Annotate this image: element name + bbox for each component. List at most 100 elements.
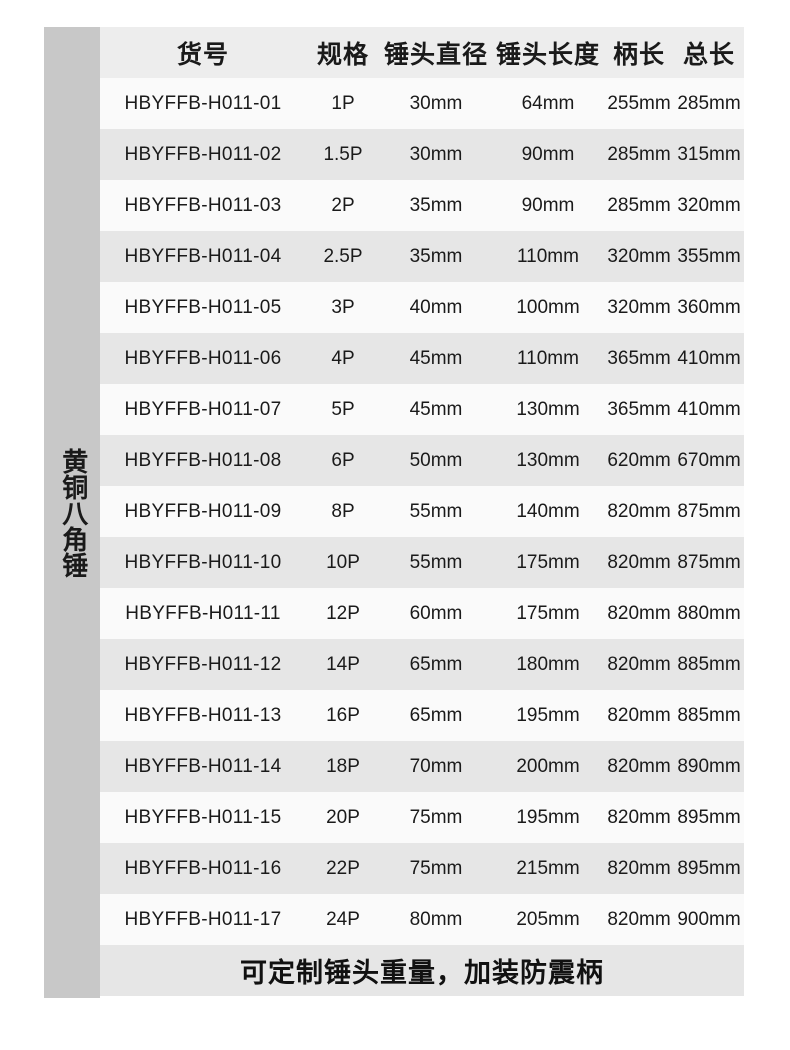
- cell-head-length: 110mm: [492, 333, 604, 384]
- cell-total-length: 880mm: [674, 588, 744, 639]
- cell-size: 10P: [306, 537, 380, 588]
- table-area: 货号 规格 锤头直径 锤头长度 柄长 总长 HBYFFB-H011-01 1P 30…: [100, 27, 744, 998]
- cell-size: 20P: [306, 792, 380, 843]
- table-row: HBYFFB-H011-14 18P 70mm 200mm 820mm 890mm: [100, 741, 744, 792]
- cell-head-diameter: 60mm: [380, 588, 492, 639]
- column-header-code: 货号: [100, 27, 306, 78]
- cell-total-length: 875mm: [674, 537, 744, 588]
- cell-head-diameter: 70mm: [380, 741, 492, 792]
- footer-note: 可定制锤头重量，加装防震柄: [100, 945, 744, 996]
- cell-product-code: HBYFFB-H011-01: [100, 78, 306, 129]
- cell-total-length: 875mm: [674, 486, 744, 537]
- cell-product-code: HBYFFB-H011-11: [100, 588, 306, 639]
- cell-size: 4P: [306, 333, 380, 384]
- cell-product-code: HBYFFB-H011-09: [100, 486, 306, 537]
- cell-head-diameter: 40mm: [380, 282, 492, 333]
- cell-size: 18P: [306, 741, 380, 792]
- cell-handle-length: 820mm: [604, 537, 674, 588]
- cell-head-diameter: 45mm: [380, 333, 492, 384]
- cell-product-code: HBYFFB-H011-05: [100, 282, 306, 333]
- cell-handle-length: 820mm: [604, 843, 674, 894]
- cell-size: 1.5P: [306, 129, 380, 180]
- cell-size: 24P: [306, 894, 380, 945]
- cell-handle-length: 820mm: [604, 588, 674, 639]
- cell-product-code: HBYFFB-H011-17: [100, 894, 306, 945]
- cell-size: 2.5P: [306, 231, 380, 282]
- cell-handle-length: 620mm: [604, 435, 674, 486]
- cell-total-length: 410mm: [674, 333, 744, 384]
- cell-handle-length: 255mm: [604, 78, 674, 129]
- table-header: 货号 规格 锤头直径 锤头长度 柄长 总长: [100, 27, 744, 78]
- cell-handle-length: 320mm: [604, 231, 674, 282]
- cell-handle-length: 820mm: [604, 639, 674, 690]
- cell-product-code: HBYFFB-H011-07: [100, 384, 306, 435]
- table-row: HBYFFB-H011-01 1P 30mm 64mm 255mm 285mm: [100, 78, 744, 129]
- table-row: HBYFFB-H011-16 22P 75mm 215mm 820mm 895mm: [100, 843, 744, 894]
- footer-note-text: 可定制锤头重量，加装防震柄: [240, 958, 604, 989]
- cell-handle-length: 320mm: [604, 282, 674, 333]
- cell-product-code: HBYFFB-H011-15: [100, 792, 306, 843]
- cell-product-code: HBYFFB-H011-04: [100, 231, 306, 282]
- cell-size: 5P: [306, 384, 380, 435]
- cell-head-length: 195mm: [492, 690, 604, 741]
- category-band-label: 黄铜八角锤: [57, 447, 88, 578]
- cell-head-length: 175mm: [492, 537, 604, 588]
- cell-head-length: 90mm: [492, 180, 604, 231]
- cell-product-code: HBYFFB-H011-12: [100, 639, 306, 690]
- column-header-head-diameter: 锤头直径: [380, 27, 492, 78]
- cell-product-code: HBYFFB-H011-10: [100, 537, 306, 588]
- cell-product-code: HBYFFB-H011-06: [100, 333, 306, 384]
- specification-table: 货号 规格 锤头直径 锤头长度 柄长 总长 HBYFFB-H011-01 1P 30…: [100, 27, 744, 945]
- table-row: HBYFFB-H011-13 16P 65mm 195mm 820mm 885mm: [100, 690, 744, 741]
- cell-head-length: 215mm: [492, 843, 604, 894]
- cell-size: 3P: [306, 282, 380, 333]
- cell-total-length: 285mm: [674, 78, 744, 129]
- cell-handle-length: 365mm: [604, 384, 674, 435]
- table-row: HBYFFB-H011-10 10P 55mm 175mm 820mm 875mm: [100, 537, 744, 588]
- cell-total-length: 895mm: [674, 843, 744, 894]
- table-row: HBYFFB-H011-08 6P 50mm 130mm 620mm 670mm: [100, 435, 744, 486]
- cell-product-code: HBYFFB-H011-02: [100, 129, 306, 180]
- cell-head-diameter: 55mm: [380, 486, 492, 537]
- table-row: HBYFFB-H011-11 12P 60mm 175mm 820mm 880mm: [100, 588, 744, 639]
- cell-head-length: 130mm: [492, 435, 604, 486]
- cell-total-length: 890mm: [674, 741, 744, 792]
- cell-handle-length: 820mm: [604, 741, 674, 792]
- cell-handle-length: 365mm: [604, 333, 674, 384]
- category-band: 黄铜八角锤: [44, 27, 100, 998]
- cell-head-diameter: 30mm: [380, 129, 492, 180]
- cell-total-length: 360mm: [674, 282, 744, 333]
- cell-head-diameter: 75mm: [380, 792, 492, 843]
- cell-total-length: 320mm: [674, 180, 744, 231]
- cell-handle-length: 820mm: [604, 486, 674, 537]
- column-header-size: 规格: [306, 27, 380, 78]
- table-body: HBYFFB-H011-01 1P 30mm 64mm 255mm 285mm HBYFFB…: [100, 78, 744, 945]
- cell-size: 2P: [306, 180, 380, 231]
- cell-handle-length: 820mm: [604, 690, 674, 741]
- specification-sheet: 黄铜八角锤 货号 规格 锤头直径 锤头长度 柄长 总长: [44, 27, 744, 998]
- cell-product-code: HBYFFB-H011-14: [100, 741, 306, 792]
- cell-head-diameter: 55mm: [380, 537, 492, 588]
- cell-head-length: 110mm: [492, 231, 604, 282]
- cell-size: 1P: [306, 78, 380, 129]
- table-row: HBYFFB-H011-12 14P 65mm 180mm 820mm 885mm: [100, 639, 744, 690]
- table-row: HBYFFB-H011-03 2P 35mm 90mm 285mm 320mm: [100, 180, 744, 231]
- cell-size: 12P: [306, 588, 380, 639]
- cell-head-length: 90mm: [492, 129, 604, 180]
- cell-handle-length: 820mm: [604, 894, 674, 945]
- cell-total-length: 410mm: [674, 384, 744, 435]
- cell-size: 14P: [306, 639, 380, 690]
- table-row: HBYFFB-H011-17 24P 80mm 205mm 820mm 900mm: [100, 894, 744, 945]
- cell-size: 8P: [306, 486, 380, 537]
- table-row: HBYFFB-H011-09 8P 55mm 140mm 820mm 875mm: [100, 486, 744, 537]
- cell-head-diameter: 80mm: [380, 894, 492, 945]
- table-row: HBYFFB-H011-06 4P 45mm 110mm 365mm 410mm: [100, 333, 744, 384]
- column-header-head-length: 锤头长度: [492, 27, 604, 78]
- table-header-row: 货号 规格 锤头直径 锤头长度 柄长 总长: [100, 27, 744, 78]
- cell-total-length: 900mm: [674, 894, 744, 945]
- cell-head-diameter: 65mm: [380, 639, 492, 690]
- cell-size: 6P: [306, 435, 380, 486]
- cell-head-length: 205mm: [492, 894, 604, 945]
- cell-handle-length: 285mm: [604, 129, 674, 180]
- cell-total-length: 670mm: [674, 435, 744, 486]
